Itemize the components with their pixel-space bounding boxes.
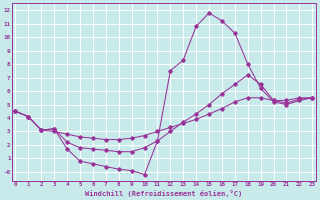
- X-axis label: Windchill (Refroidissement éolien,°C): Windchill (Refroidissement éolien,°C): [85, 190, 243, 197]
